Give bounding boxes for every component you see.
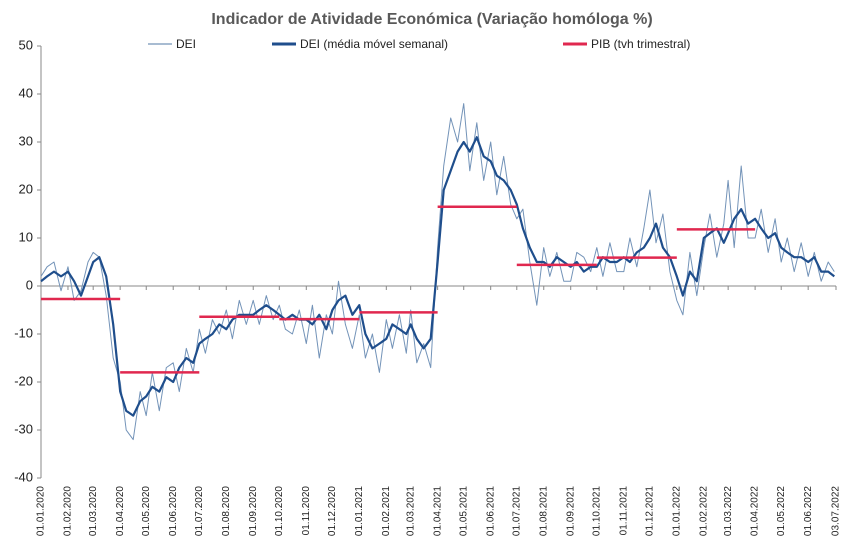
x-tick-label: 01.06.2021 <box>485 486 496 536</box>
dei-ma-line <box>40 136 835 417</box>
legend-label: DEI (média móvel semanal) <box>300 37 448 51</box>
x-tick-label: 01.03.2020 <box>88 486 99 536</box>
x-tick-label: 01.03.2022 <box>723 486 734 536</box>
x-tick-label: 01.02.2021 <box>381 486 392 536</box>
x-tick-label: 01.02.2022 <box>698 486 709 536</box>
x-tick-label: 01.11.2020 <box>301 486 312 536</box>
x-tick-label: 01.01.2021 <box>354 486 365 536</box>
x-tick-label: 01.07.2020 <box>194 486 205 536</box>
x-tick-label: 01.10.2021 <box>591 486 602 536</box>
x-tick-label: 01.05.2020 <box>141 486 152 536</box>
y-tick-label: 50 <box>19 37 33 52</box>
x-tick-label: 01.10.2020 <box>274 486 285 536</box>
y-tick-label: 20 <box>19 181 33 196</box>
y-tick-label: 0 <box>26 277 33 292</box>
legend-label: DEI <box>176 37 196 51</box>
y-tick-label: -20 <box>14 373 33 388</box>
x-tick-label: 01.01.2020 <box>36 486 47 536</box>
y-tick-label: 10 <box>19 229 33 244</box>
x-tick-label: 01.08.2020 <box>221 486 232 536</box>
dei-line <box>40 103 835 441</box>
x-tick-label: 01.09.2021 <box>565 486 576 536</box>
x-tick-label: 01.02.2020 <box>63 486 74 536</box>
x-tick-label: 01.08.2021 <box>538 486 549 536</box>
y-tick-label: -10 <box>14 325 33 340</box>
x-tick-label: 01.07.2021 <box>511 486 522 536</box>
y-tick-label: 40 <box>19 85 33 100</box>
x-tick-label: 01.04.2020 <box>115 486 126 536</box>
legend-label: PIB (tvh trimestral) <box>591 37 690 51</box>
x-tick-label: 01.09.2020 <box>248 486 259 536</box>
x-tick-label: 01.04.2021 <box>432 486 443 536</box>
x-tick-label: 01.11.2021 <box>618 486 629 536</box>
x-tick-label: 01.05.2022 <box>776 486 787 536</box>
x-tick-label: 01.01.2022 <box>671 486 682 536</box>
x-tick-label: 01.06.2020 <box>168 486 179 536</box>
x-tick-label: 01.04.2022 <box>750 486 761 536</box>
chart-title: Indicador de Atividade Económica (Variaç… <box>211 11 652 28</box>
y-tick-label: -40 <box>14 469 33 484</box>
x-tick-label: 01.05.2021 <box>458 486 469 536</box>
y-tick-label: 30 <box>19 133 33 148</box>
x-tick-label: 01.12.2020 <box>327 486 338 536</box>
x-tick-label: 01.06.2022 <box>803 486 814 536</box>
x-tick-label: 01.03.2021 <box>405 486 416 536</box>
x-tick-label: 01.12.2021 <box>645 486 656 536</box>
x-tick-label: 03.07.2022 <box>831 486 842 536</box>
y-tick-label: -30 <box>14 421 33 436</box>
